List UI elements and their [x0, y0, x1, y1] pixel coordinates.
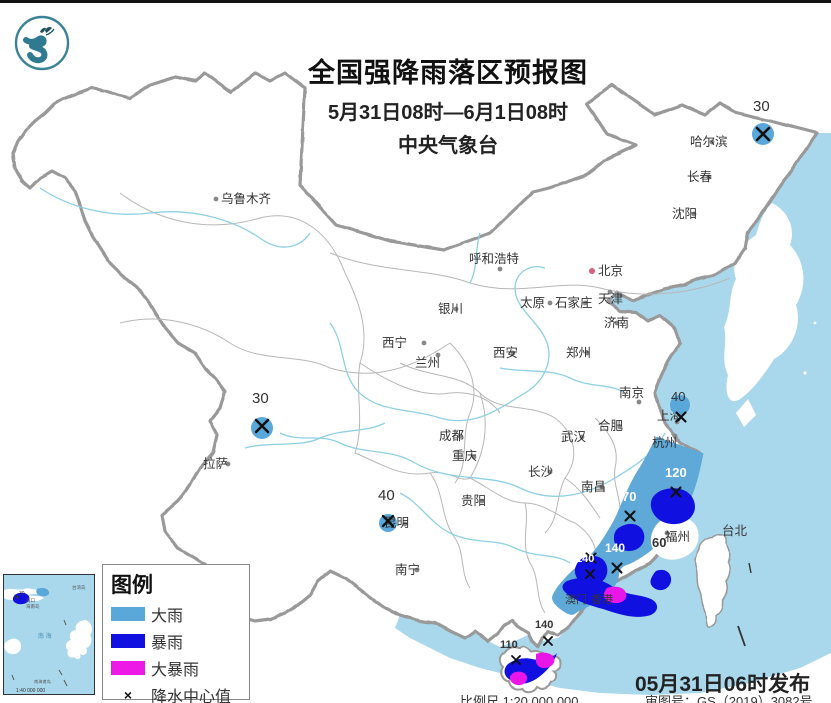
- svg-text:兰州: 兰州: [415, 356, 440, 370]
- svg-text:30: 30: [19, 591, 25, 597]
- svg-text:呼和浩特: 呼和浩特: [469, 251, 519, 266]
- svg-text:台北: 台北: [722, 523, 748, 538]
- svg-text:南昌: 南昌: [581, 479, 606, 494]
- svg-text:沈阳: 沈阳: [672, 206, 697, 221]
- svg-text:140: 140: [605, 541, 625, 555]
- svg-text:长春: 长春: [687, 170, 713, 184]
- svg-text:70: 70: [622, 489, 636, 504]
- svg-text:武汉: 武汉: [561, 430, 587, 444]
- svg-text:南京: 南京: [619, 385, 644, 400]
- svg-text:60: 60: [652, 535, 666, 550]
- svg-text:银川: 银川: [438, 302, 463, 316]
- svg-text:120: 120: [665, 465, 687, 480]
- svg-text:济南: 济南: [604, 315, 629, 330]
- svg-text:海南岛: 海南岛: [26, 603, 40, 610]
- svg-text:澳门: 澳门: [565, 592, 587, 606]
- svg-text:台湾岛: 台湾岛: [72, 584, 86, 591]
- svg-text:福州: 福州: [665, 529, 690, 544]
- svg-text:140: 140: [576, 553, 594, 565]
- svg-text:海口: 海口: [26, 597, 35, 604]
- svg-text:石家庄: 石家庄: [555, 295, 593, 310]
- svg-text:乌鲁木齐: 乌鲁木齐: [221, 191, 272, 206]
- svg-text:110: 110: [500, 639, 518, 651]
- svg-text:140: 140: [535, 619, 553, 631]
- svg-text:郑州: 郑州: [566, 345, 591, 360]
- svg-text:贵阳: 贵阳: [461, 494, 486, 508]
- svg-text:太原: 太原: [520, 295, 545, 310]
- svg-text:合肥: 合肥: [598, 418, 624, 433]
- svg-text:南 海: 南 海: [38, 632, 52, 640]
- svg-text:拉萨: 拉萨: [203, 456, 228, 471]
- svg-text:西安: 西安: [493, 345, 518, 360]
- svg-text:40: 40: [378, 487, 395, 504]
- svg-text:北京: 北京: [598, 264, 623, 278]
- svg-text:成都: 成都: [439, 429, 465, 443]
- svg-text:长沙: 长沙: [528, 465, 554, 479]
- svg-text:1:40 000 000: 1:40 000 000: [16, 688, 45, 694]
- svg-text:昆明: 昆明: [384, 516, 409, 530]
- svg-text:70: 70: [572, 531, 586, 546]
- svg-text:30: 30: [252, 390, 269, 407]
- svg-text:天津: 天津: [598, 292, 623, 306]
- svg-text:南海诸岛: 南海诸岛: [34, 678, 51, 685]
- svg-text:哈尔滨: 哈尔滨: [690, 134, 728, 149]
- svg-text:南宁: 南宁: [395, 562, 420, 577]
- svg-text:杭州: 杭州: [652, 435, 677, 450]
- svg-text:40: 40: [671, 389, 685, 404]
- svg-text:香港: 香港: [591, 593, 613, 606]
- svg-text:重庆: 重庆: [452, 448, 478, 463]
- svg-text:30: 30: [753, 98, 770, 115]
- svg-text:西宁: 西宁: [382, 335, 407, 350]
